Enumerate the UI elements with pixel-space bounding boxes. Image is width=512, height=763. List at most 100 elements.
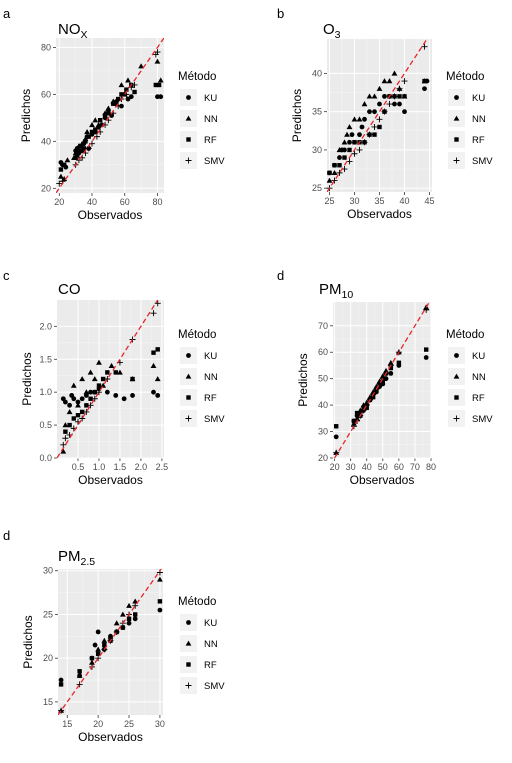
x-tick-label: 35	[374, 196, 384, 206]
y-tick-label: 1.0	[39, 387, 52, 397]
point-square	[342, 155, 347, 160]
legend-label: RF	[204, 660, 217, 671]
point-circle	[347, 139, 352, 145]
point-triangle	[379, 373, 386, 379]
point-triangle	[336, 147, 343, 153]
legend-marker-square	[454, 395, 459, 400]
point-square	[75, 153, 80, 158]
point-circle	[128, 94, 134, 100]
point-triangle	[79, 140, 86, 146]
point-circle	[155, 393, 161, 398]
point-circle	[75, 399, 81, 405]
point-circle	[158, 94, 164, 100]
panel-title: PM10	[319, 281, 353, 301]
x-tick-label: 40	[87, 197, 97, 207]
panel-letter: d	[3, 528, 10, 543]
point-square	[78, 148, 83, 153]
point-square	[397, 94, 402, 99]
point-triangle	[108, 362, 115, 369]
point-square	[102, 642, 107, 648]
y-tick-label: 40	[318, 400, 328, 410]
legend-label: RF	[472, 135, 485, 146]
x-tick-label: 30	[155, 719, 165, 729]
point-triangle	[119, 611, 126, 617]
legend-marker-square	[186, 662, 191, 667]
point-square	[377, 124, 382, 130]
point-plus	[131, 81, 138, 88]
point-square	[332, 163, 337, 168]
point-circle	[372, 109, 377, 115]
point-square	[105, 370, 110, 375]
point-square	[115, 96, 121, 102]
legend-marker-square	[186, 395, 191, 400]
point-triangle	[62, 422, 69, 428]
x-axis-title: Observados	[78, 208, 143, 222]
panel-0: 20 40 60 80 20 40 60 80 Observados Predichos a NOX M…	[3, 6, 225, 222]
point-circle	[349, 132, 355, 138]
panel-letter: a	[3, 6, 11, 21]
legend-label: KU	[472, 93, 485, 104]
points	[56, 49, 164, 187]
panel-title: CO	[58, 281, 81, 298]
panel-2: 0.5 1.0 1.5 2.0 2.50.00.51.01.52.0Observados…	[3, 268, 225, 487]
point-triangle	[92, 117, 99, 123]
point-triangle	[117, 369, 123, 375]
point-square	[351, 418, 357, 424]
panel-3: 20 30 40 50 60 70 80203040506070ObservadosPred…	[277, 268, 493, 487]
legend-marker-circle	[454, 95, 459, 100]
legend-label: RF	[472, 393, 485, 404]
legend-marker-square	[186, 137, 191, 142]
points	[60, 300, 161, 454]
legend: Método KU NN RF SMV	[178, 71, 225, 169]
point-triangle	[132, 598, 139, 604]
point-square	[106, 108, 111, 114]
legend-label: NN	[204, 372, 218, 383]
legend-marker-circle	[186, 95, 191, 100]
point-square	[67, 422, 72, 428]
point-triangle	[350, 420, 357, 426]
point-circle	[130, 393, 135, 398]
reference-line	[327, 39, 428, 192]
point-circle	[126, 620, 132, 626]
legend-marker-circle	[186, 620, 191, 625]
point-plus	[391, 93, 398, 100]
x-tick-label: 50	[378, 462, 388, 472]
point-plus	[91, 395, 98, 402]
point-plus	[83, 408, 90, 415]
point-circle	[333, 434, 339, 440]
y-tick-label: 20	[41, 183, 51, 193]
point-square	[111, 101, 116, 106]
point-circle	[392, 101, 397, 107]
reference-line	[57, 300, 159, 458]
point-square	[58, 167, 64, 172]
point-square	[83, 139, 88, 144]
x-tick-label: 2.0	[135, 462, 148, 472]
point-square	[86, 134, 91, 139]
point-circle	[402, 109, 407, 115]
point-square	[126, 616, 132, 622]
legend-marker-plus	[185, 415, 192, 422]
legend-marker-triangle	[185, 640, 192, 646]
x-tick-label: 0.5	[72, 462, 85, 472]
y-tick-label: 25	[43, 609, 53, 619]
y-tick-label: 0.5	[39, 420, 52, 430]
point-plus	[104, 376, 111, 382]
point-circle	[157, 607, 163, 613]
legend-label: SMV	[204, 156, 225, 167]
point-triangle	[361, 101, 368, 107]
point-square	[423, 347, 429, 352]
point-circle	[359, 124, 365, 130]
legend-label: KU	[204, 351, 217, 362]
point-square	[347, 147, 352, 153]
point-plus	[331, 177, 338, 184]
x-tick-label: 80	[426, 462, 436, 472]
panel-letter: d	[277, 268, 284, 283]
point-triangle	[113, 620, 120, 626]
point-square	[113, 370, 118, 375]
x-tick-label: 80	[152, 197, 162, 207]
x-tick-label: 20	[93, 719, 103, 729]
legend-label: NN	[472, 372, 486, 383]
point-square	[79, 409, 85, 415]
x-tick-label: 20	[330, 462, 340, 472]
legend-label: SMV	[472, 414, 493, 425]
